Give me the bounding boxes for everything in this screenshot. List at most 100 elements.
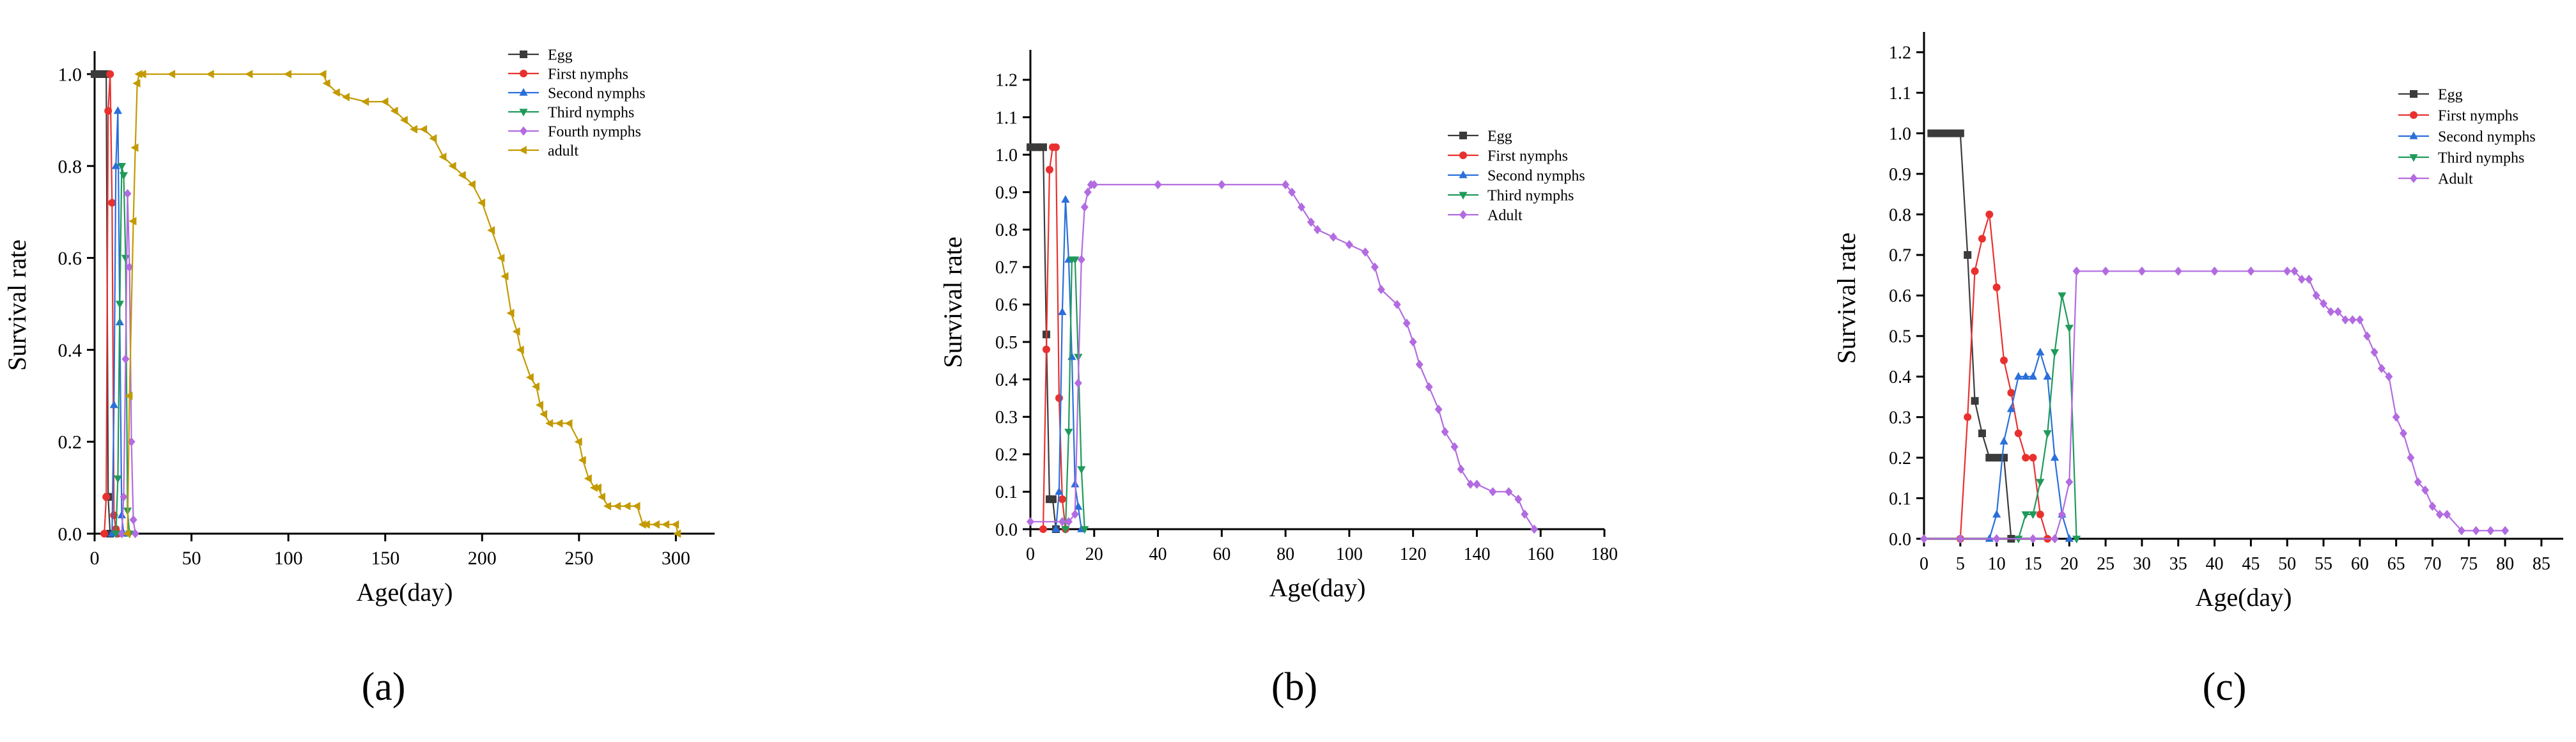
data-point bbox=[1067, 352, 1076, 360]
data-point bbox=[1415, 359, 1424, 369]
x-tick-label: 80 bbox=[2496, 554, 2514, 574]
data-point bbox=[118, 529, 126, 539]
data-point bbox=[1377, 284, 1385, 295]
chart-panel-a: 0 50 100 150 200 250 300 0.0 0.2 0.4 0.6 0.8 1.0 Age(… bbox=[3, 47, 715, 607]
data-point bbox=[487, 226, 495, 235]
y-tick-label: 0.9 bbox=[1889, 165, 1911, 185]
data-point bbox=[2065, 477, 2074, 487]
data-point bbox=[1039, 525, 1047, 533]
data-point bbox=[1051, 143, 1060, 151]
data-point bbox=[2028, 372, 2038, 380]
x-tick-label: 35 bbox=[2169, 554, 2187, 574]
data-point bbox=[673, 529, 681, 538]
data-point bbox=[2443, 509, 2451, 520]
data-point bbox=[121, 254, 130, 263]
y-tick-label: 0.7 bbox=[995, 258, 1018, 278]
x-tick-label: 65 bbox=[2387, 554, 2405, 574]
data-point bbox=[2407, 452, 2415, 463]
y-tick-label: 0.8 bbox=[58, 156, 82, 177]
data-point bbox=[2392, 412, 2400, 422]
data-point bbox=[206, 70, 214, 79]
data-point bbox=[613, 502, 621, 511]
x-tick-label: 70 bbox=[2423, 554, 2441, 574]
data-point bbox=[512, 327, 520, 336]
x-tick-label: 100 bbox=[1336, 545, 1363, 564]
x-tick-label: 40 bbox=[2206, 554, 2224, 574]
legend-label: Third nymphs bbox=[2438, 150, 2524, 166]
data-point bbox=[1064, 428, 1073, 437]
y-tick-label: 0.7 bbox=[1889, 246, 1911, 266]
x-tick-label: 20 bbox=[2060, 554, 2078, 574]
legend-swatch-marker bbox=[519, 109, 528, 117]
series-line bbox=[1055, 199, 1082, 530]
x-tick-label: 160 bbox=[1527, 545, 1554, 564]
data-point bbox=[106, 70, 114, 78]
legend-swatch-marker bbox=[518, 146, 527, 155]
legend-swatch-marker bbox=[520, 126, 527, 136]
legend-label: Third nymphs bbox=[1487, 187, 1574, 204]
data-point bbox=[1505, 487, 1513, 497]
data-point bbox=[123, 529, 131, 538]
data-point bbox=[1345, 240, 1353, 249]
data-point bbox=[109, 400, 118, 408]
data-point bbox=[1999, 437, 2008, 445]
data-point bbox=[1920, 534, 1928, 544]
data-point bbox=[2174, 267, 2182, 276]
data-point bbox=[2297, 274, 2306, 284]
data-point bbox=[1992, 509, 2001, 518]
x-tick-label: 250 bbox=[564, 548, 593, 569]
data-point bbox=[458, 171, 466, 180]
y-axis-label: Survival rate bbox=[938, 236, 967, 368]
y-tick-label: 0.6 bbox=[995, 295, 1018, 315]
data-point bbox=[322, 79, 330, 88]
data-point bbox=[111, 161, 120, 169]
x-tick-label: 50 bbox=[2278, 554, 2296, 574]
y-tick-label: 0.8 bbox=[1889, 205, 1911, 225]
x-axis-label: Age(day) bbox=[1269, 573, 1365, 602]
data-point bbox=[1074, 502, 1083, 510]
data-point bbox=[1434, 405, 1443, 414]
data-point bbox=[2348, 315, 2357, 325]
legend-label: adult bbox=[548, 143, 578, 159]
data-point bbox=[1154, 180, 1162, 190]
data-point bbox=[2029, 454, 2037, 462]
data-point bbox=[593, 483, 601, 492]
data-point bbox=[125, 262, 134, 272]
data-point bbox=[1061, 526, 1070, 534]
data-point bbox=[2385, 372, 2393, 382]
series-line bbox=[127, 73, 679, 534]
data-point bbox=[1071, 479, 1080, 488]
y-tick-label: 0.1 bbox=[995, 483, 1018, 502]
data-point bbox=[1985, 454, 1994, 462]
data-point bbox=[1298, 202, 1306, 212]
data-point bbox=[318, 70, 327, 79]
data-point bbox=[516, 345, 524, 354]
data-point bbox=[1055, 487, 1064, 495]
legend-swatch-marker bbox=[520, 70, 527, 77]
legend-swatch-marker bbox=[519, 88, 528, 96]
data-point bbox=[2065, 325, 2074, 333]
data-point bbox=[2210, 267, 2219, 276]
data-point bbox=[1090, 180, 1098, 190]
legend-swatch-marker bbox=[2410, 111, 2417, 119]
data-point bbox=[2007, 389, 2015, 397]
data-point bbox=[1956, 534, 1964, 544]
data-point bbox=[283, 70, 291, 79]
data-point bbox=[2050, 452, 2060, 461]
data-point bbox=[2102, 267, 2110, 276]
data-point bbox=[1071, 256, 1080, 265]
data-point bbox=[1521, 509, 1529, 519]
data-point bbox=[2022, 454, 2030, 462]
data-point bbox=[1027, 517, 1034, 527]
y-tick-label: 0.5 bbox=[995, 333, 1018, 353]
data-point bbox=[2138, 267, 2146, 276]
series-adult bbox=[1027, 180, 1539, 534]
y-tick-label: 1.2 bbox=[995, 71, 1018, 91]
data-point bbox=[2000, 356, 2008, 364]
data-point bbox=[125, 391, 133, 400]
y-axis-label: Survival rate bbox=[3, 240, 31, 371]
y-tick-label: 0.3 bbox=[995, 408, 1018, 428]
data-point bbox=[1077, 254, 1085, 265]
data-point bbox=[1942, 129, 1950, 137]
data-point bbox=[642, 520, 650, 529]
